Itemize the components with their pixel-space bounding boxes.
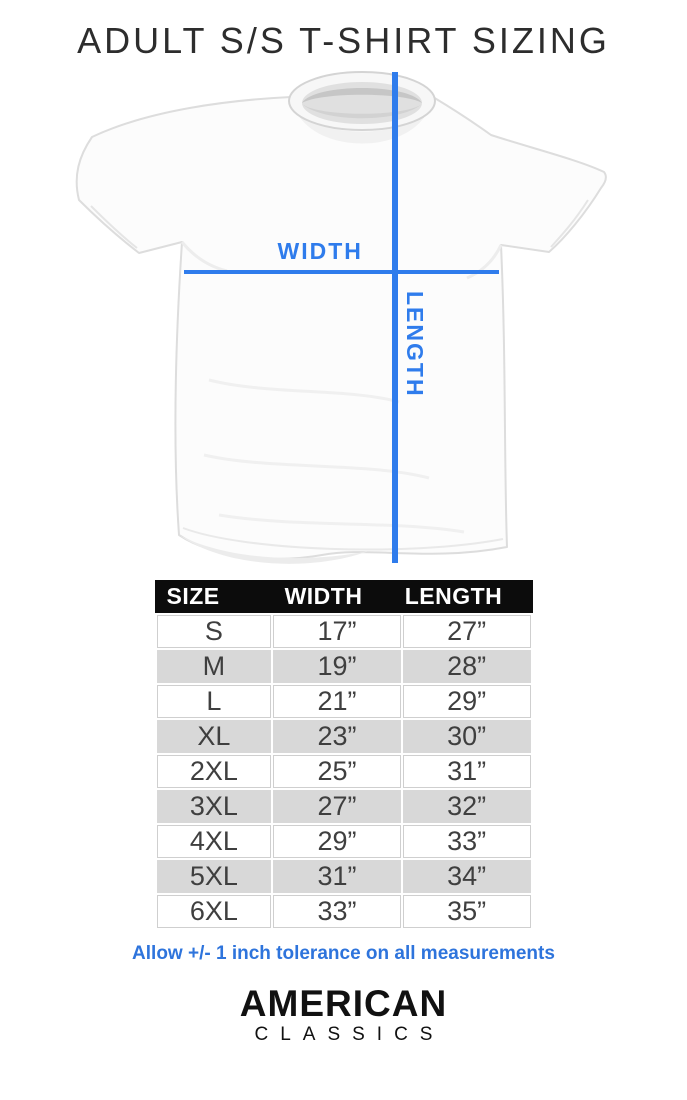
tshirt-hem-fold [178,535,369,564]
size-cell: M [156,650,272,683]
length-label: LENGTH [401,291,428,398]
length-cell: 28” [402,650,531,683]
size-cell: 3XL [156,790,272,823]
size-cell: 6XL [156,895,272,928]
width-measure-line [183,270,499,274]
tshirt-body [75,72,607,560]
table-row: S 17” 27” [156,615,531,648]
size-cell: 5XL [156,860,272,893]
tshirt-hem-stitch [182,527,503,551]
tshirt-armpit-shadow [465,244,502,280]
size-cell: 4XL [156,825,272,858]
size-cell: XL [156,720,272,753]
length-cell: 33” [402,825,531,858]
tshirt-sizing-figure: WIDTH LENGTH [69,70,619,570]
tshirt-wrinkle [203,453,429,480]
table-row: 2XL 25” 31” [156,755,531,788]
length-cell: 29” [402,685,531,718]
column-header-width: WIDTH [284,583,363,609]
tshirt-wrinkle [208,378,399,404]
column-header-size: SIZE [166,583,220,609]
table-row: 5XL 31” 34” [156,860,531,893]
table-row: L 21” 29” [156,685,531,718]
brand-logo: AMERICAN CLASSICS [0,983,687,1047]
width-cell: 29” [273,825,401,858]
page-title: ADULT S/S T-SHIRT SIZING [77,20,610,61]
width-cell: 17” [273,615,401,648]
width-cell: 25” [273,755,401,788]
size-cell: S [156,615,272,648]
size-cell: 2XL [156,755,272,788]
length-cell: 32” [402,790,531,823]
size-cell: L [156,685,272,718]
width-cell: 21” [273,685,401,718]
width-cell: 33” [273,895,401,928]
brand-subname: CLASSICS [254,1023,445,1045]
length-cell: 35” [402,895,531,928]
tolerance-note: Allow +/- 1 inch tolerance on all measur… [132,943,555,964]
size-chart-table: S 17” 27” M 19” 28” L 21” 29” XL 23” 30”… [155,613,533,930]
tshirt-image [75,71,607,564]
length-cell: 30” [402,720,531,753]
width-label: WIDTH [277,238,363,264]
length-cell: 27” [402,615,531,648]
tshirt-wrinkle [218,513,464,534]
table-row: XL 23” 30” [156,720,531,753]
length-cell: 31” [402,755,531,788]
length-cell: 34” [402,860,531,893]
tshirt-right-cuff-seam [549,199,589,248]
brand-name: AMERICAN [239,983,448,1024]
tshirt-armpit-shadow [180,241,227,273]
length-measure-line [391,72,398,563]
width-cell: 27” [273,790,401,823]
size-chart-header: SIZE WIDTH LENGTH [154,580,533,613]
table-row: 4XL 29” 33” [156,825,531,858]
tshirt-left-cuff-seam [89,205,138,249]
column-header-length: LENGTH [404,583,503,609]
table-row: 3XL 27” 32” [156,790,531,823]
width-cell: 23” [273,720,401,753]
size-chart: SIZE WIDTH LENGTH S 17” 27” M 19” 28” L … [154,580,533,930]
table-row: 6XL 33” 35” [156,895,531,928]
table-row: M 19” 28” [156,650,531,683]
width-cell: 19” [273,650,401,683]
width-cell: 31” [273,860,401,893]
